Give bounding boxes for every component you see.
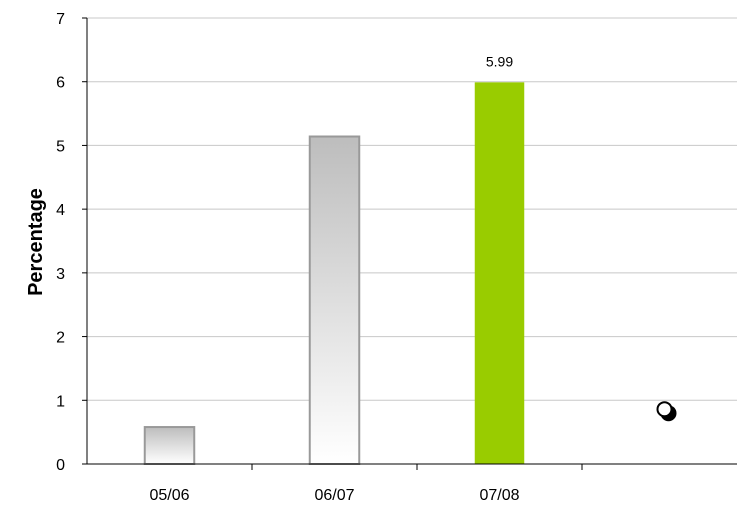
bar-07-08 [474,82,525,464]
y-tick-label: 6 [56,75,65,92]
y-tick-label: 3 [56,266,65,283]
y-tick-labels: 0 1 2 3 4 5 6 7 [56,11,65,474]
x-tick-label: 07/08 [479,487,519,504]
y-tick-label: 5 [56,138,65,155]
marker-point [656,401,677,422]
axes [82,17,737,470]
y-tick-label: 1 [56,393,65,410]
y-axis-title: Percentage [25,188,47,296]
data-label: 5.99 [486,53,513,69]
data-labels: 5.99 [486,53,513,69]
bars [143,82,525,465]
y-tick-label: 2 [56,330,65,347]
bar-06-07 [308,135,361,465]
gridlines [87,17,737,401]
x-tick-label: 06/07 [314,487,354,504]
x-tick-labels: 05/06 06/07 07/08 [149,487,519,504]
x-tick-label: 05/06 [149,487,189,504]
bar-05-06 [143,426,196,465]
y-tick-label: 7 [56,11,65,28]
y-tick-label: 0 [56,457,65,474]
y-tick-label: 4 [56,202,65,219]
markers [656,401,677,422]
marker-dot [656,401,673,418]
